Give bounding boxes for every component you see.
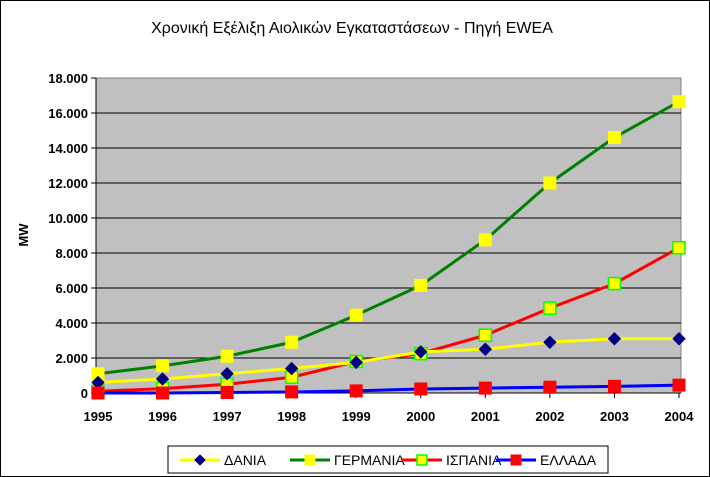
data-point	[156, 359, 170, 373]
x-tick-label: 1995	[84, 409, 113, 424]
series-group	[91, 332, 686, 390]
data-point	[414, 345, 428, 359]
series-group	[91, 378, 686, 400]
x-tick-label: 2001	[471, 409, 500, 424]
series-group	[91, 95, 686, 381]
x-tick-label: 1996	[148, 409, 177, 424]
data-point	[672, 241, 686, 255]
y-tick-label: 12.000	[48, 176, 88, 191]
legend-swatch-marker	[510, 454, 522, 466]
data-point	[349, 384, 363, 398]
y-tick-label: 6.000	[55, 281, 88, 296]
data-point	[607, 332, 622, 346]
series-line	[97, 100, 680, 376]
data-point	[543, 176, 557, 190]
data-point	[478, 342, 493, 356]
x-tick-label: 2002	[535, 409, 564, 424]
data-point	[414, 278, 428, 292]
legend: ΔΑΝΙΑ ΓΕΡΜΑΝΙΑ ΙΣΠΑΝΙΑ ΕΛΛΑΔΑ	[180, 452, 597, 468]
legend-item: ΕΛΛΑΔΑ	[496, 452, 597, 468]
data-point	[220, 367, 234, 381]
x-tick-label: 1999	[342, 409, 371, 424]
x-tick-label: 2004	[665, 409, 695, 424]
legend-swatch-marker	[194, 454, 206, 466]
data-point	[543, 335, 557, 349]
y-tick-label: 10.000	[48, 211, 88, 226]
data-point	[284, 361, 299, 376]
data-point	[478, 328, 493, 342]
legend-item: ΓΕΡΜΑΝΙΑ	[290, 452, 405, 468]
legend-label: ΙΣΠΑΝΙΑ	[446, 452, 502, 468]
data-point	[543, 380, 557, 394]
data-point	[156, 386, 170, 400]
data-point	[607, 379, 621, 393]
legend-label: ΔΑΝΙΑ	[224, 452, 267, 468]
x-tick-label: 1997	[213, 409, 242, 424]
x-tick-label: 2003	[600, 409, 629, 424]
y-axis-title: MW	[16, 223, 31, 247]
series-line	[98, 383, 680, 395]
data-point	[220, 349, 234, 363]
data-point	[155, 372, 170, 386]
y-tick-label: 8.000	[55, 246, 88, 261]
data-point	[478, 233, 492, 247]
legend-item: ΙΣΠΑΝΙΑ	[402, 452, 502, 468]
data-point	[607, 276, 622, 291]
data-point	[672, 95, 686, 109]
data-point	[285, 335, 299, 349]
chart-title: Χρονική Εξέλιξη Αιολικών Εγκαταστάσεων -…	[151, 20, 553, 37]
y-tick-label: 4.000	[55, 316, 88, 331]
legend-label: ΕΛΛΑΔΑ	[540, 452, 597, 468]
y-tick-label: 2.000	[55, 351, 88, 366]
series-layer	[91, 95, 686, 400]
data-point	[414, 382, 428, 396]
legend-swatch-marker	[416, 454, 428, 466]
series-line	[97, 337, 679, 384]
x-tick-label: 2000	[406, 409, 435, 424]
plot-area	[95, 77, 682, 394]
data-point	[543, 301, 557, 315]
data-point	[220, 385, 234, 399]
data-point	[349, 308, 363, 322]
legend-swatch-marker	[304, 454, 316, 466]
data-point	[91, 386, 105, 400]
data-point	[478, 381, 492, 395]
data-point	[607, 131, 621, 144]
data-point	[672, 378, 686, 392]
y-tick-label: 0	[81, 386, 88, 401]
legend-item: ΔΑΝΙΑ	[180, 452, 267, 468]
x-tick-label: 1998	[277, 409, 306, 424]
y-tick-label: 14.000	[48, 141, 88, 156]
y-tick-label: 18.000	[48, 71, 88, 86]
y-tick-label: 16.000	[48, 106, 88, 121]
legend-label: ΓΕΡΜΑΝΙΑ	[334, 452, 405, 468]
data-point	[285, 385, 299, 399]
grid-layer	[96, 112, 681, 359]
data-point	[672, 332, 686, 346]
data-point	[349, 355, 363, 370]
